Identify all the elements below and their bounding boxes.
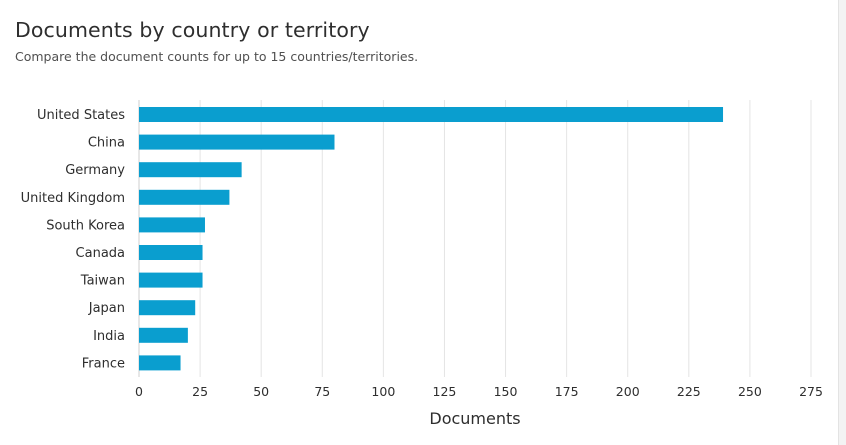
x-tick-label: 0 <box>135 384 143 399</box>
x-tick-label: 100 <box>371 384 395 399</box>
bar-japan[interactable] <box>139 300 196 316</box>
bar-canada[interactable] <box>139 245 203 260</box>
x-tick-label: 175 <box>555 384 579 399</box>
y-tick-label: Canada <box>76 246 125 261</box>
bar-taiwan[interactable] <box>139 272 203 288</box>
x-tick-label: 75 <box>314 384 330 399</box>
x-tick-label: 25 <box>192 384 208 399</box>
y-tick-label: United Kingdom <box>21 191 125 206</box>
y-tick-label: Taiwan <box>80 274 125 289</box>
bar-south-korea[interactable] <box>139 217 205 233</box>
x-axis-title: Documents <box>429 409 520 428</box>
y-tick-label: India <box>93 329 125 344</box>
x-tick-label: 125 <box>433 384 457 399</box>
chart-header: Documents by country or territory Compar… <box>15 18 826 64</box>
x-tick-label: 200 <box>616 384 640 399</box>
bar-germany[interactable] <box>139 162 242 178</box>
x-tick-label: 225 <box>677 384 701 399</box>
scrollbar-track[interactable] <box>838 0 846 445</box>
x-tick-label: 250 <box>738 384 762 399</box>
y-tick-label: United States <box>37 108 125 123</box>
chart-title: Documents by country or territory <box>15 18 370 42</box>
bar-united-states[interactable] <box>139 107 724 122</box>
bar-india[interactable] <box>139 327 188 343</box>
x-tick-label: 50 <box>253 384 269 399</box>
y-tick-label: Japan <box>88 301 125 316</box>
x-tick-label: 150 <box>494 384 518 399</box>
y-tick-label: Germany <box>65 163 125 178</box>
bar-united-kingdom[interactable] <box>139 189 230 205</box>
x-tick-label: 275 <box>799 384 823 399</box>
y-tick-label: South Korea <box>46 218 125 233</box>
y-tick-label: France <box>82 356 125 371</box>
bar-france[interactable] <box>139 355 181 371</box>
y-tick-label: China <box>88 136 125 151</box>
chart-subtitle: Compare the document counts for up to 15… <box>15 48 419 64</box>
bar-china[interactable] <box>139 134 335 150</box>
